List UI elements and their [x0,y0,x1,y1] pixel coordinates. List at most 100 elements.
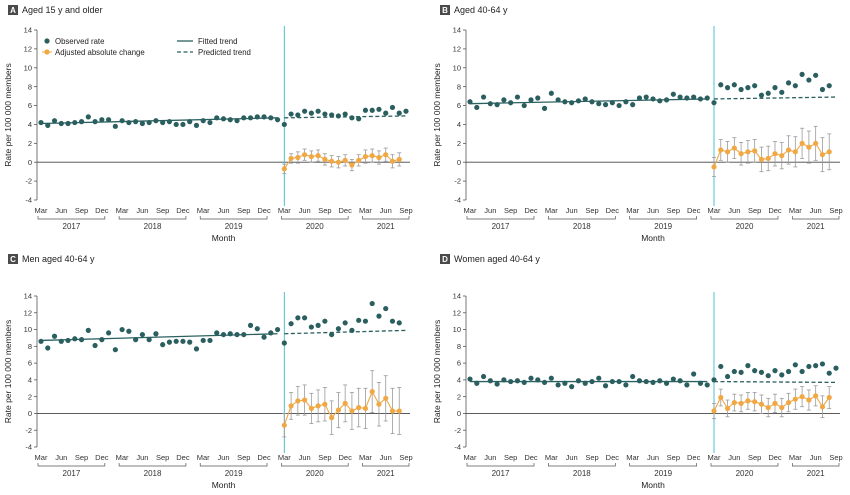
observed-point [281,121,287,128]
observed-point [575,378,582,384]
x-tick-label: Jun [136,206,148,215]
adjusted-point [356,157,362,163]
observed-point [160,342,166,348]
observed-point [356,317,362,323]
observed-point [474,104,480,111]
adjusted-point [295,154,301,161]
x-tick-label: Dec [95,206,109,215]
panel-title-text: Men aged 40-64 y [22,254,95,264]
observed-point [193,122,200,128]
observed-point [139,331,145,338]
y-tick-label: 0 [457,409,461,418]
observed-point [220,116,227,122]
year-label: 2020 [306,222,324,231]
observed-point [99,337,105,343]
y-tick-label: 2 [28,392,32,401]
year-bracket [710,216,779,220]
adjusted-point [383,152,389,158]
observed-point [548,90,554,96]
y-tick-label: -4 [454,443,461,452]
observed-point [241,331,247,338]
observed-point [302,315,308,321]
observed-point [187,119,193,125]
observed-point [785,368,792,375]
adjusted-point [792,396,798,402]
adjusted-point [356,404,362,411]
panel-title-text: Women aged 40-64 y [454,254,540,264]
year-label: 2019 [225,469,243,478]
y-tick-label: -2 [454,177,461,186]
observed-point [494,381,500,387]
observed-point [234,118,240,124]
observed-point [254,114,260,120]
observed-point [562,380,568,386]
observed-point [731,82,737,88]
x-tick-label: Mar [626,206,639,215]
observed-point [785,80,792,86]
year-label: 2018 [573,469,591,478]
legend: Observed rate Adjusted absolute change Fit… [42,37,251,57]
x-tick-label: Sep [748,453,761,462]
observed-point [214,330,220,336]
year-bracket [466,216,535,220]
x-tick-label: Mar [545,206,558,215]
observed-point [241,115,247,121]
observed-point [541,105,548,111]
year-label: 2021 [377,469,395,478]
y-tick-label: 4 [457,375,461,384]
observed-point [92,342,98,349]
panel-c: C Men aged 40-64 y 14 12 10 8 6 4 2 0 -2 -4 Rate per… [3,254,413,490]
y-tick-label: 8 [457,82,461,91]
observed-point [220,331,227,338]
x-tick-label: Sep [667,453,680,462]
observed-point [112,123,118,129]
observed-point [575,98,582,104]
adjusted-point [765,155,771,162]
y-tick-label: 14 [24,292,32,301]
y-tick-label: 2 [457,139,461,148]
observed-point [467,99,473,105]
predicted-trend-line [284,329,407,335]
observed-point [799,71,805,77]
panel-letter: A [10,6,16,15]
year-label: 2017 [492,222,510,231]
observed-point [670,376,676,382]
y-axis-label: Rate per 100 000 members [3,63,13,166]
observed-point [342,111,348,117]
x-tick-label: Jun [810,453,822,462]
observed-point [602,102,609,108]
year-label: 2017 [63,222,81,231]
observed-point [72,119,78,126]
observed-point [105,330,112,336]
adjusted-point [281,422,287,428]
observed-point [187,339,193,345]
observed-point [254,326,260,332]
adjusted-point [731,145,737,151]
x-tick-label: Mar [116,453,129,462]
observed-point [792,362,798,368]
observed-point [200,337,206,344]
observed-point [362,318,369,324]
observed-point [623,99,629,105]
x-tick-label: Sep [318,453,331,462]
observed-point [153,118,159,124]
y-tick-label: 0 [28,409,32,418]
observed-point [541,379,548,386]
y-tick-label: 0 [28,158,32,167]
observed-point [657,378,663,384]
observed-point [58,120,64,127]
year-label: 2019 [225,222,243,231]
observed-point [677,94,683,100]
adjusted-point [383,395,389,401]
panel-b: B Aged 40-64 y 14 12 10 8 6 4 2 0 -2 -4 Rate per 100… [432,5,843,243]
adjusted-point [288,155,294,162]
observed-point [146,119,152,126]
adjusted-change-line [283,154,400,170]
observed-point [501,377,507,383]
adjusted-point [329,415,335,421]
observed-point [718,82,724,88]
observed-point [105,117,112,123]
x-tick-label: Mar [278,453,291,462]
panel-letter: C [10,255,16,264]
x-tick-label: Dec [606,453,620,462]
